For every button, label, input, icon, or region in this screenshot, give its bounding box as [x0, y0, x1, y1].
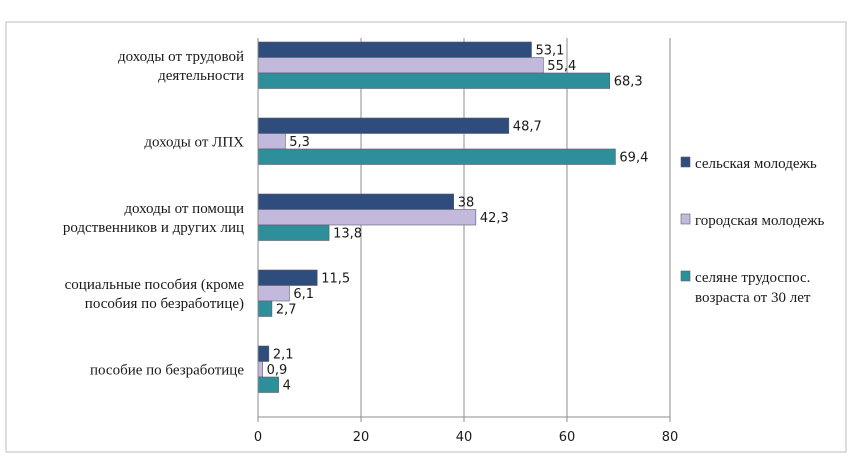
- category-label: доходы от трудовой: [118, 49, 244, 65]
- bar: [257, 345, 270, 362]
- legend-swatch: [680, 213, 691, 225]
- bar: [257, 41, 532, 58]
- x-tick-label: 20: [353, 430, 370, 445]
- data-labels: 53,155,4 68,3 48,7 5,3 69,4 38 42,3 13,8 11,5 6,1…: [267, 44, 649, 394]
- bar: [257, 57, 544, 74]
- x-tick-label: 40: [456, 430, 473, 445]
- x-tick-label: 60: [559, 430, 576, 445]
- category-label: пособия по безработице): [85, 296, 244, 312]
- legend-swatch: [680, 270, 691, 282]
- grid-lines: [360, 38, 671, 417]
- bar: [257, 209, 477, 226]
- data-label: 11,5: [321, 272, 350, 287]
- data-label: 68,3: [614, 75, 643, 90]
- data-label: 42,3: [480, 211, 509, 226]
- data-label: 48,7: [513, 120, 542, 135]
- data-label: 69,4: [619, 151, 648, 166]
- legend-label: сельская молодежь: [695, 156, 817, 172]
- bar: [257, 269, 318, 286]
- bar: [257, 376, 279, 393]
- legend-swatch: [680, 156, 691, 168]
- category-label: деятельности: [158, 68, 244, 84]
- category-label: доходы от ЛПХ: [144, 134, 244, 150]
- data-label: 2,1: [273, 348, 294, 363]
- category-label: пособие по безработице: [90, 362, 244, 378]
- legend: сельская молодежь городская молодежь селян…: [680, 156, 825, 306]
- data-label: 4: [283, 379, 291, 394]
- bar: [257, 148, 616, 165]
- bar: [257, 117, 510, 134]
- data-label: 6,1: [293, 287, 314, 302]
- chart-frame: [5, 21, 847, 453]
- data-label: 53,1: [535, 44, 564, 59]
- data-label: 13,8: [333, 227, 362, 242]
- data-label: 55,4: [547, 59, 576, 74]
- bar: [257, 193, 454, 210]
- bar: [257, 285, 290, 302]
- x-tick-label: 80: [662, 430, 679, 445]
- legend-label: возраста от 30 лет: [695, 290, 811, 306]
- legend-label: городская молодежь: [695, 213, 825, 229]
- x-tick-label: 0: [254, 430, 262, 445]
- data-label: 2,7: [276, 303, 297, 318]
- bar: [257, 224, 330, 241]
- bar: [257, 133, 286, 150]
- data-label: 38: [458, 196, 475, 211]
- legend-label: селяне трудоспос.: [695, 270, 810, 286]
- bar: [257, 72, 611, 89]
- category-label: родственников и других лиц: [63, 220, 244, 236]
- category-label: социальные пособия (кроме: [65, 277, 245, 293]
- bar: [257, 361, 263, 378]
- data-label: 5,3: [289, 135, 310, 150]
- bars: [257, 41, 616, 393]
- bar: [257, 300, 273, 317]
- category-label: доходы от помощи: [124, 201, 244, 217]
- axes: 0 20 40 60 80 доходы от трудовой деятельности д…: [63, 38, 678, 445]
- data-label: 0,9: [267, 363, 288, 378]
